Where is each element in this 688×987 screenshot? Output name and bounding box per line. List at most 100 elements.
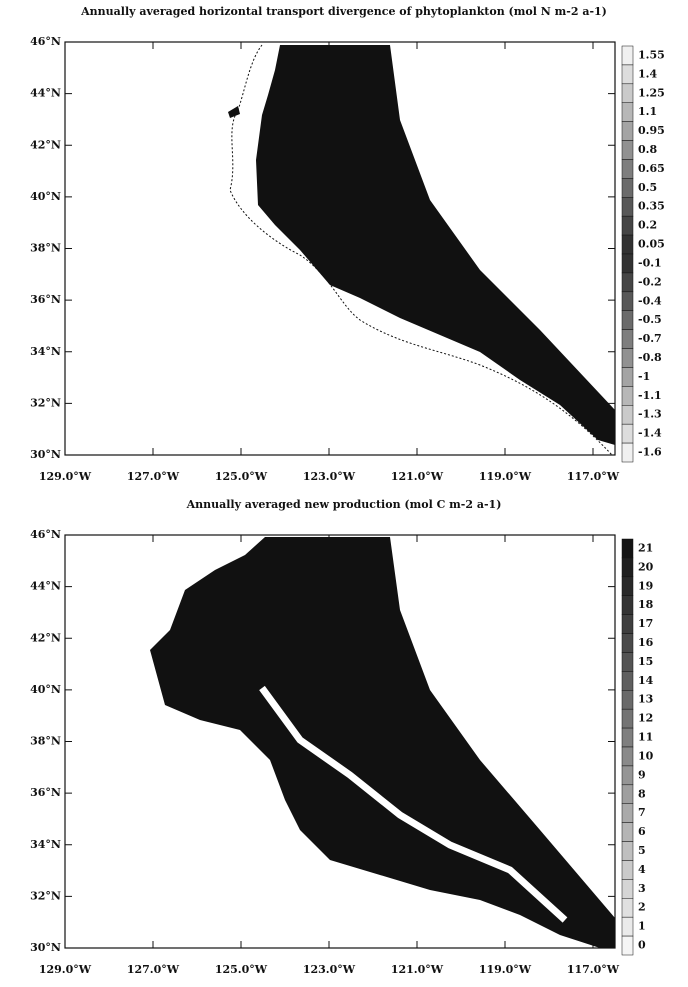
colorbar-label: 0.95: [638, 124, 665, 137]
colorbar-label: 20: [638, 560, 654, 573]
lat-label: 34°N: [30, 838, 61, 851]
colorbar-label: -0.2: [638, 275, 662, 288]
colorbar-label: 8: [638, 787, 646, 800]
colorbar-label: -1.4: [638, 427, 662, 440]
colorbar-label: 15: [638, 655, 653, 668]
colorbar-cell: [621, 595, 634, 615]
colorbar-label: 0.5: [638, 181, 657, 194]
lat-label: 46°N: [30, 528, 61, 541]
colorbar-label: -1.1: [638, 389, 662, 402]
colorbar-label: 1.4: [638, 67, 657, 80]
colorbar-label: -0.4: [638, 294, 662, 307]
panel-title: Annually averaged new production (mol C …: [186, 498, 502, 511]
colorbar-label: 18: [638, 598, 654, 611]
lat-label: 44°N: [30, 87, 61, 100]
colorbar-label: 10: [638, 749, 654, 762]
colorbar-cell: [621, 935, 634, 956]
map-shading: [150, 537, 615, 948]
colorbar-cell: [621, 860, 634, 880]
colorbar-label: 0.8: [638, 143, 657, 156]
lon-label: 119.0°W: [479, 963, 532, 976]
colorbar-cell: [621, 916, 634, 937]
colorbar-label: -1.6: [638, 446, 662, 459]
lat-label: 38°N: [30, 735, 61, 748]
colorbar-cell: [621, 841, 634, 861]
colorbar-cell: [621, 727, 634, 748]
colorbar-cell: [621, 784, 634, 804]
panel-title: Annually averaged horizontal transport d…: [80, 5, 607, 18]
colorbar-label: 1.55: [638, 48, 665, 61]
colorbar-cell: [621, 746, 634, 767]
colorbar-label: 16: [638, 636, 654, 649]
colorbar-cell: [621, 538, 634, 559]
colorbar-cell: [621, 803, 634, 823]
colorbar-label: -0.1: [638, 256, 662, 269]
colorbar-label: 0.05: [638, 238, 665, 251]
colorbar-cell: [621, 423, 634, 444]
map-shading: [228, 44, 615, 456]
colorbar-label: -1: [638, 370, 650, 383]
colorbar-cell: [621, 329, 634, 349]
colorbar-cell: [621, 557, 634, 578]
colorbar-cell: [621, 633, 634, 653]
colorbar-label: 1.25: [638, 86, 665, 99]
colorbar-label: 0.35: [638, 200, 665, 213]
colorbar-cell: [621, 234, 634, 255]
colorbar-cell: [621, 690, 634, 710]
colorbar-label: 5: [638, 844, 646, 857]
colorbar-cell: [621, 197, 634, 217]
colorbar-cell: [621, 102, 634, 122]
lat-label: 44°N: [30, 580, 61, 593]
colorbar-label: -0.8: [638, 351, 662, 364]
lat-label: 34°N: [30, 345, 61, 358]
lat-label: 46°N: [30, 35, 61, 48]
lat-label: 32°N: [30, 396, 61, 409]
colorbar-cell: [621, 671, 634, 691]
lon-label: 121.0°W: [391, 963, 444, 976]
colorbar-cell: [621, 442, 634, 463]
colorbar-cell: [621, 386, 634, 406]
colorbar-cell: [621, 215, 634, 236]
colorbar-label: 13: [638, 693, 653, 706]
lat-label: 30°N: [30, 941, 61, 954]
lon-label: 117.0°W: [567, 963, 620, 976]
colorbar-label: 6: [638, 825, 646, 838]
colorbar-label: 1.1: [638, 105, 657, 118]
lon-label: 117.0°W: [567, 470, 620, 483]
lon-label: 129.0°W: [39, 963, 92, 976]
colorbar-cell: [621, 822, 634, 842]
lon-label: 125.0°W: [215, 963, 268, 976]
colorbar-cell: [621, 310, 634, 330]
colorbar-label: -1.3: [638, 408, 662, 421]
lat-label: 40°N: [30, 190, 61, 203]
colorbar-cell: [621, 348, 634, 368]
lon-label: 119.0°W: [479, 470, 532, 483]
colorbar-label: 19: [638, 579, 653, 592]
colorbar-cell: [621, 178, 634, 198]
lat-label: 42°N: [30, 138, 61, 151]
colorbar-label: -0.5: [638, 313, 662, 326]
colorbar-cell: [621, 45, 634, 66]
colorbar-label: 3: [638, 882, 646, 895]
lat-label: 42°N: [30, 631, 61, 644]
colorbar-cell: [621, 879, 634, 899]
lat-label: 36°N: [30, 293, 61, 306]
colorbar-label: 21: [638, 541, 653, 554]
colorbar-label: 9: [638, 768, 646, 781]
colorbar-cell: [621, 708, 634, 729]
colorbar-cell: [621, 898, 634, 918]
colorbar-label: 7: [638, 806, 646, 819]
lon-label: 127.0°W: [127, 470, 180, 483]
lon-label: 123.0°W: [303, 470, 356, 483]
lat-label: 36°N: [30, 786, 61, 799]
lat-label: 30°N: [30, 448, 61, 461]
colorbar-label: 1: [638, 920, 646, 933]
colorbar-label: 2: [638, 901, 646, 914]
colorbar-label: -0.7: [638, 332, 662, 345]
colorbar-cell: [621, 159, 634, 179]
colorbar-cell: [621, 253, 634, 274]
lon-label: 129.0°W: [39, 470, 92, 483]
colorbar-cell: [621, 272, 634, 293]
colorbar-label: 4: [638, 863, 646, 876]
colorbar-cell: [621, 121, 634, 141]
